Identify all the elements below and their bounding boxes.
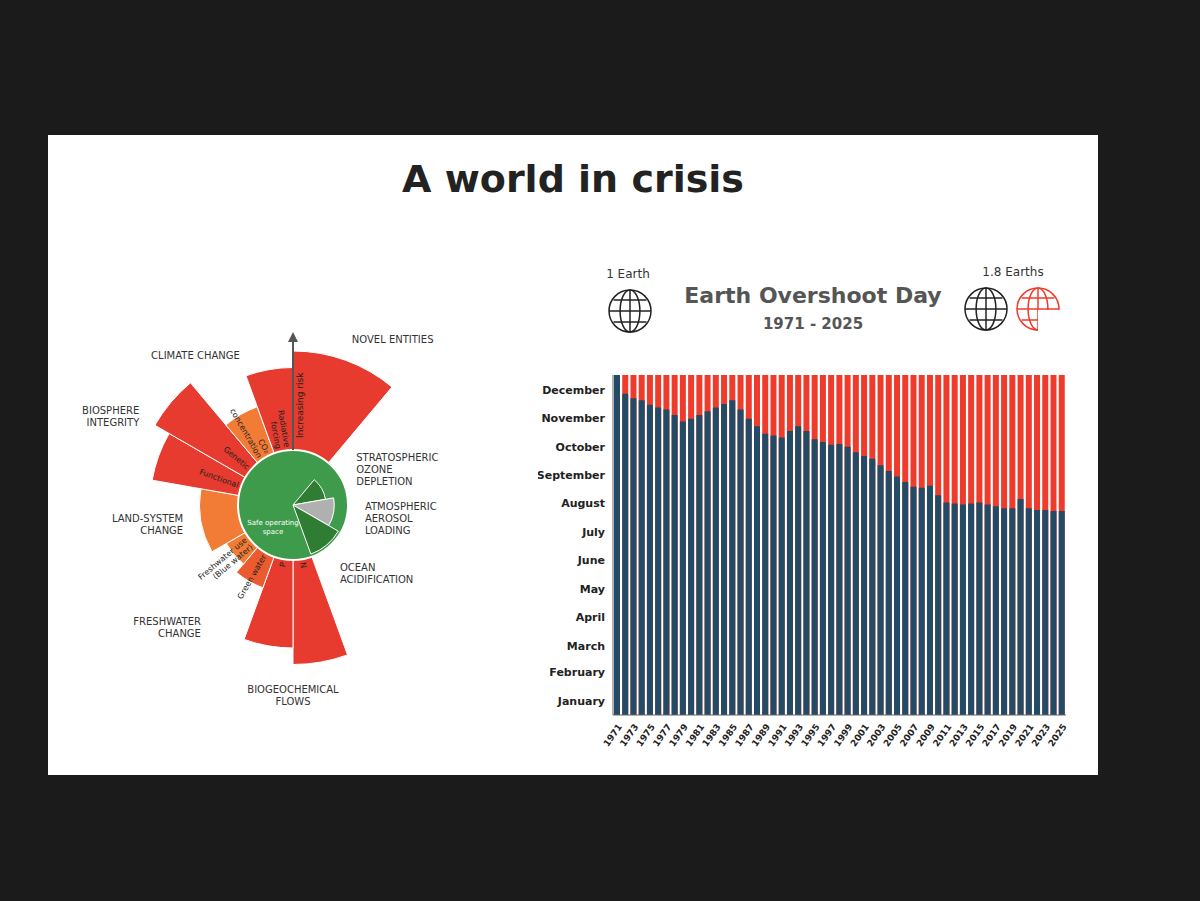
svg-text:February: February (549, 666, 605, 679)
svg-text:N: N (298, 561, 308, 568)
svg-text:1971: 1971 (601, 722, 624, 749)
svg-text:1987: 1987 (733, 722, 756, 749)
svg-text:1989: 1989 (749, 722, 773, 749)
svg-text:LAND-SYSTEMCHANGE: LAND-SYSTEMCHANGE (112, 513, 183, 536)
svg-text:BIOGEOCHEMICALFLOWS: BIOGEOCHEMICALFLOWS (247, 684, 339, 707)
svg-text:ATMOSPHERICAEROSOLLOADING: ATMOSPHERICAEROSOLLOADING (365, 501, 437, 536)
svg-text:January: January (557, 695, 605, 708)
svg-text:1993: 1993 (782, 722, 806, 749)
html-text:1 Earth: 1 Earth (606, 267, 650, 281)
svg-text:June: June (577, 554, 605, 567)
svg-text:July: July (581, 526, 605, 539)
svg-text:STRATOSPHERICOZONEDEPLETION: STRATOSPHERICOZONEDEPLETION (356, 452, 438, 487)
svg-text:OCEANACIDIFICATION: OCEANACIDIFICATION (340, 562, 413, 585)
svg-text:2025: 2025 (1046, 722, 1069, 748)
svg-text:Safe operating: Safe operating (247, 519, 299, 527)
svg-text:2007: 2007 (897, 722, 921, 749)
html-text:1971 - 2025: 1971 - 2025 (762, 315, 864, 333)
svg-text:1995: 1995 (799, 722, 822, 749)
svg-text:CLIMATE CHANGE: CLIMATE CHANGE (151, 350, 240, 361)
svg-text:1997: 1997 (815, 722, 839, 749)
svg-text:2023: 2023 (1029, 722, 1053, 749)
svg-text:Green water: Green water (235, 553, 269, 601)
svg-text:November: November (541, 412, 605, 425)
svg-text:1975: 1975 (634, 722, 657, 749)
svg-text:NOVEL ENTITIES: NOVEL ENTITIES (352, 334, 434, 345)
svg-text:1991: 1991 (766, 722, 789, 749)
svg-text:1983: 1983 (700, 722, 723, 749)
svg-text:1973: 1973 (617, 722, 641, 749)
svg-text:October: October (556, 441, 606, 454)
svg-text:2011: 2011 (930, 722, 954, 749)
svg-text:2015: 2015 (963, 722, 987, 749)
svg-text:2019: 2019 (996, 722, 1020, 749)
svg-text:2021: 2021 (1013, 722, 1036, 749)
svg-text:Freshwater use(Blue water): Freshwater use(Blue water) (197, 536, 255, 589)
html-text:A world in crisis: A world in crisis (402, 157, 744, 201)
svg-text:2001: 2001 (848, 722, 872, 749)
svg-text:P: P (278, 561, 288, 567)
svg-text:May: May (580, 583, 605, 596)
svg-text:August: August (561, 497, 605, 510)
svg-text:CO₂concentration: CO₂concentration (228, 403, 271, 460)
svg-text:September: September (538, 469, 606, 482)
svg-text:FRESHWATERCHANGE: FRESHWATERCHANGE (133, 616, 201, 639)
svg-text:1999: 1999 (832, 722, 855, 749)
svg-text:2005: 2005 (881, 722, 904, 749)
svg-text:Increasing risk: Increasing risk (295, 372, 305, 438)
svg-text:December: December (542, 384, 605, 397)
svg-text:1985: 1985 (716, 722, 740, 749)
svg-text:2009: 2009 (914, 722, 937, 749)
html-text:Earth Overshoot Day: Earth Overshoot Day (684, 283, 942, 308)
svg-text:2013: 2013 (947, 722, 970, 749)
svg-text:1979: 1979 (667, 722, 690, 749)
svg-text:Genetic: Genetic (222, 445, 251, 472)
svg-text:April: April (576, 611, 605, 624)
svg-text:BIOSPHEREINTEGRITY: BIOSPHEREINTEGRITY (82, 405, 140, 428)
svg-text:2003: 2003 (865, 722, 888, 749)
svg-text:Radiativeforcing: Radiativeforcing (267, 409, 291, 449)
svg-text:1977: 1977 (650, 722, 674, 749)
svg-text:space: space (263, 528, 284, 536)
svg-text:Functional: Functional (198, 467, 240, 490)
svg-text:March: March (567, 640, 605, 653)
svg-text:1981: 1981 (683, 722, 707, 749)
html-text:1.8 Earths: 1.8 Earths (982, 265, 1044, 279)
svg-text:2017: 2017 (980, 722, 1003, 749)
